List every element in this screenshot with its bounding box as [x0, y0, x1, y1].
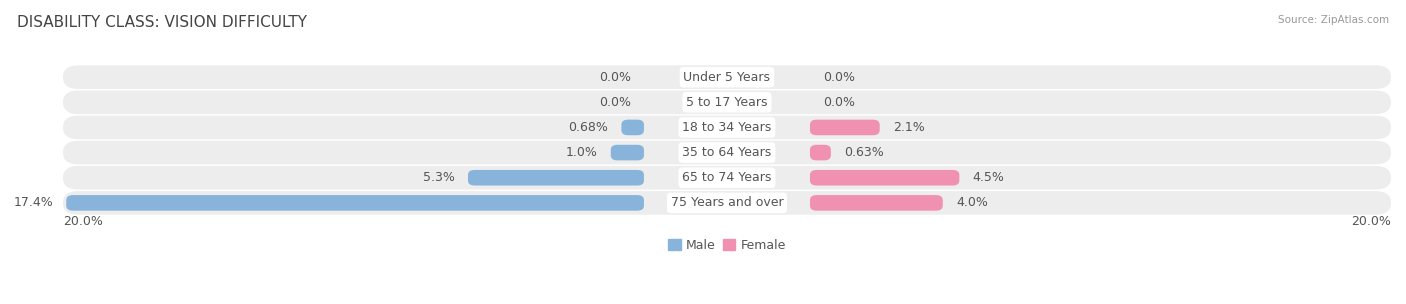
FancyBboxPatch shape — [63, 65, 1391, 89]
FancyBboxPatch shape — [810, 120, 880, 135]
FancyBboxPatch shape — [621, 120, 644, 135]
Text: 0.63%: 0.63% — [844, 146, 884, 159]
Text: 4.0%: 4.0% — [956, 196, 988, 209]
FancyBboxPatch shape — [63, 141, 1391, 164]
Text: 35 to 64 Years: 35 to 64 Years — [682, 146, 772, 159]
Legend: Male, Female: Male, Female — [664, 234, 790, 257]
Text: 0.0%: 0.0% — [824, 71, 855, 84]
FancyBboxPatch shape — [63, 91, 1391, 114]
FancyBboxPatch shape — [810, 145, 831, 161]
Text: DISABILITY CLASS: VISION DIFFICULTY: DISABILITY CLASS: VISION DIFFICULTY — [17, 15, 307, 30]
FancyBboxPatch shape — [63, 116, 1391, 139]
Text: 0.0%: 0.0% — [599, 96, 631, 109]
Text: 5 to 17 Years: 5 to 17 Years — [686, 96, 768, 109]
Text: 0.68%: 0.68% — [568, 121, 609, 134]
Text: 20.0%: 20.0% — [63, 215, 103, 228]
Text: 20.0%: 20.0% — [1351, 215, 1391, 228]
FancyBboxPatch shape — [63, 191, 1391, 215]
Text: 1.0%: 1.0% — [565, 146, 598, 159]
FancyBboxPatch shape — [810, 195, 943, 211]
Text: 65 to 74 Years: 65 to 74 Years — [682, 171, 772, 184]
Text: 0.0%: 0.0% — [824, 96, 855, 109]
FancyBboxPatch shape — [63, 166, 1391, 190]
FancyBboxPatch shape — [810, 170, 959, 185]
Text: 5.3%: 5.3% — [423, 171, 454, 184]
FancyBboxPatch shape — [610, 145, 644, 161]
Text: Source: ZipAtlas.com: Source: ZipAtlas.com — [1278, 15, 1389, 25]
Text: 0.0%: 0.0% — [599, 71, 631, 84]
Text: 2.1%: 2.1% — [893, 121, 925, 134]
Text: 4.5%: 4.5% — [973, 171, 1004, 184]
Text: Under 5 Years: Under 5 Years — [683, 71, 770, 84]
FancyBboxPatch shape — [66, 195, 644, 211]
FancyBboxPatch shape — [468, 170, 644, 185]
Text: 75 Years and over: 75 Years and over — [671, 196, 783, 209]
Text: 17.4%: 17.4% — [13, 196, 53, 209]
Text: 18 to 34 Years: 18 to 34 Years — [682, 121, 772, 134]
